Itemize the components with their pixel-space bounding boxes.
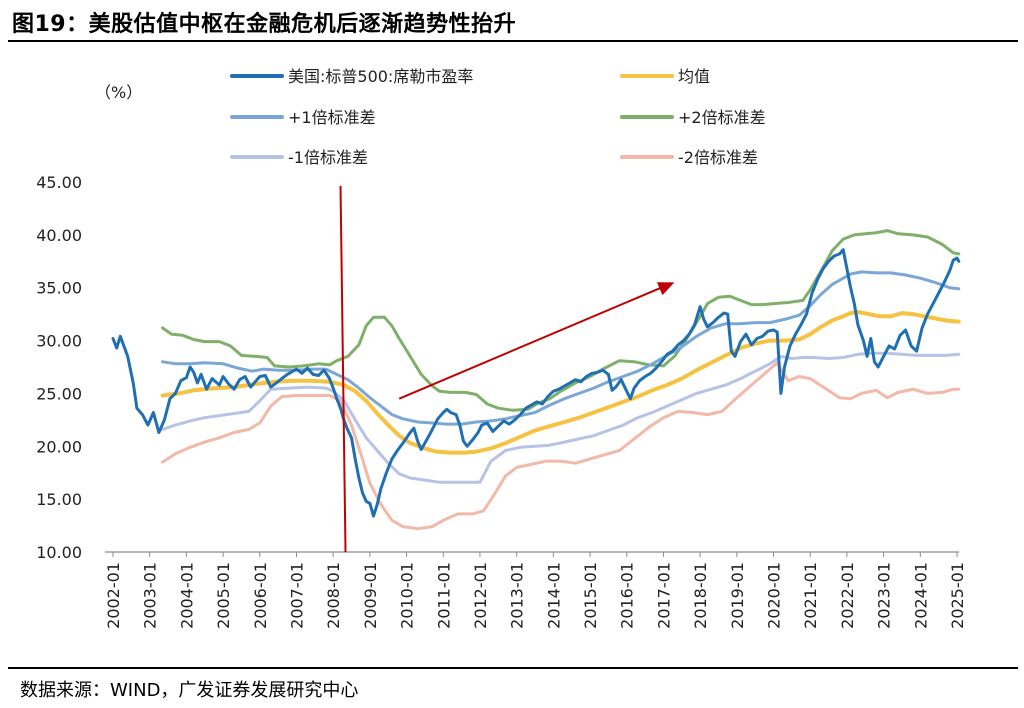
y-tick-label: 30.00 xyxy=(36,332,82,351)
source-rule xyxy=(8,667,1018,669)
x-tick-label: 2011-01 xyxy=(434,562,453,629)
x-tick-label: 2006-01 xyxy=(251,562,270,629)
x-tick-label: 2004-01 xyxy=(177,562,196,629)
series-line-4 xyxy=(161,351,961,484)
legend-label: 美国:标普500:席勒市盈率 xyxy=(288,67,473,86)
x-tick-label: 2012-01 xyxy=(471,562,490,629)
x-tick-label: 2002-01 xyxy=(104,562,123,629)
x-tick-label: 2008-01 xyxy=(324,562,343,629)
x-tick-label: 2019-01 xyxy=(728,562,747,629)
y-tick-label: 25.00 xyxy=(36,384,82,403)
x-tick-label: 2009-01 xyxy=(361,562,380,629)
x-tick-label: 2020-01 xyxy=(765,562,784,629)
legend-label: +2倍标准差 xyxy=(678,108,766,127)
y-tick-label: 35.00 xyxy=(36,279,82,298)
y-tick-label: 15.00 xyxy=(36,490,82,509)
legend: 美国:标普500:席勒市盈率 均值 +1倍标准差 +2倍标准差 -1倍标准差 -2倍标准差 xyxy=(230,67,766,167)
x-tick-label: 2005-01 xyxy=(214,562,233,629)
x-tick-label: 2023-01 xyxy=(875,562,894,629)
legend-label: +1倍标准差 xyxy=(288,108,376,127)
legend-label: -2倍标准差 xyxy=(678,148,758,167)
y-tick-label: 10.00 xyxy=(36,543,82,562)
legend-label: 均值 xyxy=(678,67,710,86)
x-tick-label: 2021-01 xyxy=(801,562,820,629)
y-tick-label: 20.00 xyxy=(36,437,82,456)
trend-arrow-line xyxy=(398,284,667,400)
legend-label: -1倍标准差 xyxy=(288,148,368,167)
chart: （%） 10.00 15.00 20.00 25.00 30.00 35.00 40.00 45… xyxy=(36,67,967,629)
figure-title: 图19：美股估值中枢在金融危机后逐渐趋势性抬升 xyxy=(12,12,517,37)
series-layer xyxy=(111,229,961,531)
trend-arrow-head xyxy=(656,282,675,296)
y-axis-unit-label: （%） xyxy=(95,83,142,102)
x-tick-label: 2018-01 xyxy=(691,562,710,629)
series-line-2 xyxy=(161,270,961,426)
x-tick-label: 2016-01 xyxy=(618,562,637,629)
x-tick-label: 2025-01 xyxy=(948,562,967,629)
x-tick-label: 2007-01 xyxy=(287,562,306,629)
x-tick-label: 2003-01 xyxy=(141,562,160,629)
x-tick-label: 2013-01 xyxy=(508,562,527,629)
x-tick-label: 2024-01 xyxy=(911,562,930,629)
crisis-vertical-line xyxy=(339,185,347,553)
x-tick-label: 2022-01 xyxy=(838,562,857,629)
x-tick-label: 2017-01 xyxy=(654,562,673,629)
series-line-1 xyxy=(160,310,961,455)
title-rule xyxy=(8,40,1018,42)
x-tick-label: 2010-01 xyxy=(398,562,417,629)
x-tick-label: 2014-01 xyxy=(544,562,563,629)
source-note: 数据来源：WIND，广发证券发展研究中心 xyxy=(20,680,359,701)
x-tick-label: 2015-01 xyxy=(581,562,600,629)
series-line-0 xyxy=(111,248,961,518)
series-line-5 xyxy=(161,361,961,531)
y-tick-label: 40.00 xyxy=(36,226,82,245)
y-tick-label: 45.00 xyxy=(36,173,82,192)
annotations xyxy=(339,185,675,553)
axes: （%） 10.00 15.00 20.00 25.00 30.00 35.00 40.00 45… xyxy=(36,83,967,629)
